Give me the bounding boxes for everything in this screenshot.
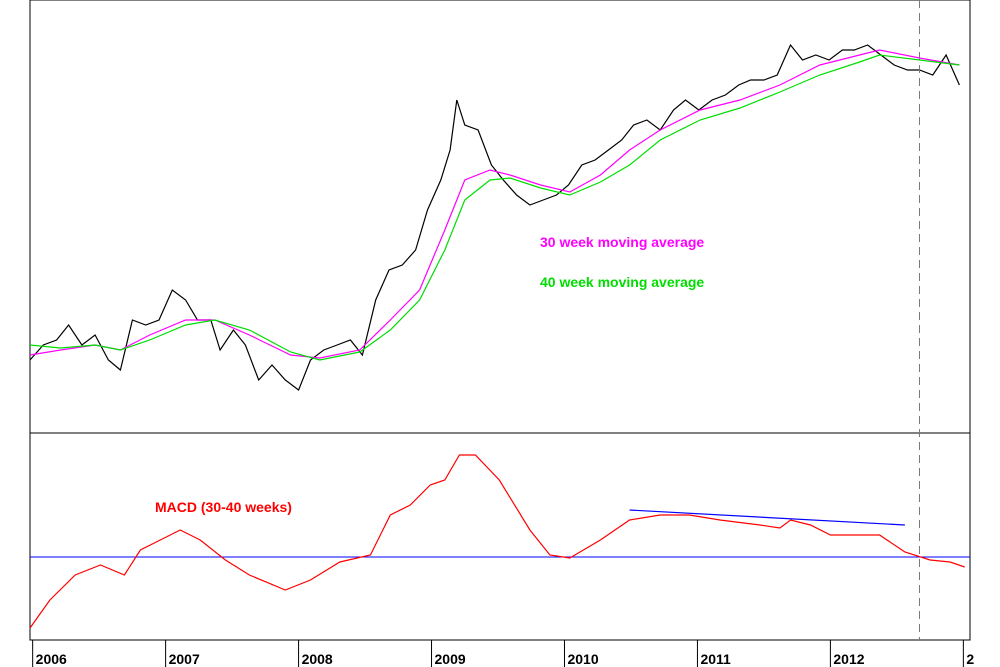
legend-label: 40 week moving average [540, 274, 704, 290]
legend-label: MACD (30-40 weeks) [155, 499, 292, 515]
x-tick-label: 2010 [567, 651, 598, 667]
x-tick-label: 2009 [435, 651, 466, 667]
series-line [29, 54, 960, 361]
x-tick-label: 2007 [169, 651, 200, 667]
x-tick-label: 2011 [700, 651, 731, 667]
series-line [29, 454, 965, 629]
trend-line [629, 509, 905, 526]
x-tick-label: 2 [966, 651, 974, 667]
series-line [29, 43, 960, 391]
x-tick-label: 2008 [302, 651, 333, 667]
x-tick-label: 2012 [833, 651, 864, 667]
legend-label: 30 week moving average [540, 234, 704, 250]
plot-frame [29, 0, 971, 641]
x-tick-label: 2006 [36, 651, 67, 667]
series-line [29, 49, 960, 359]
